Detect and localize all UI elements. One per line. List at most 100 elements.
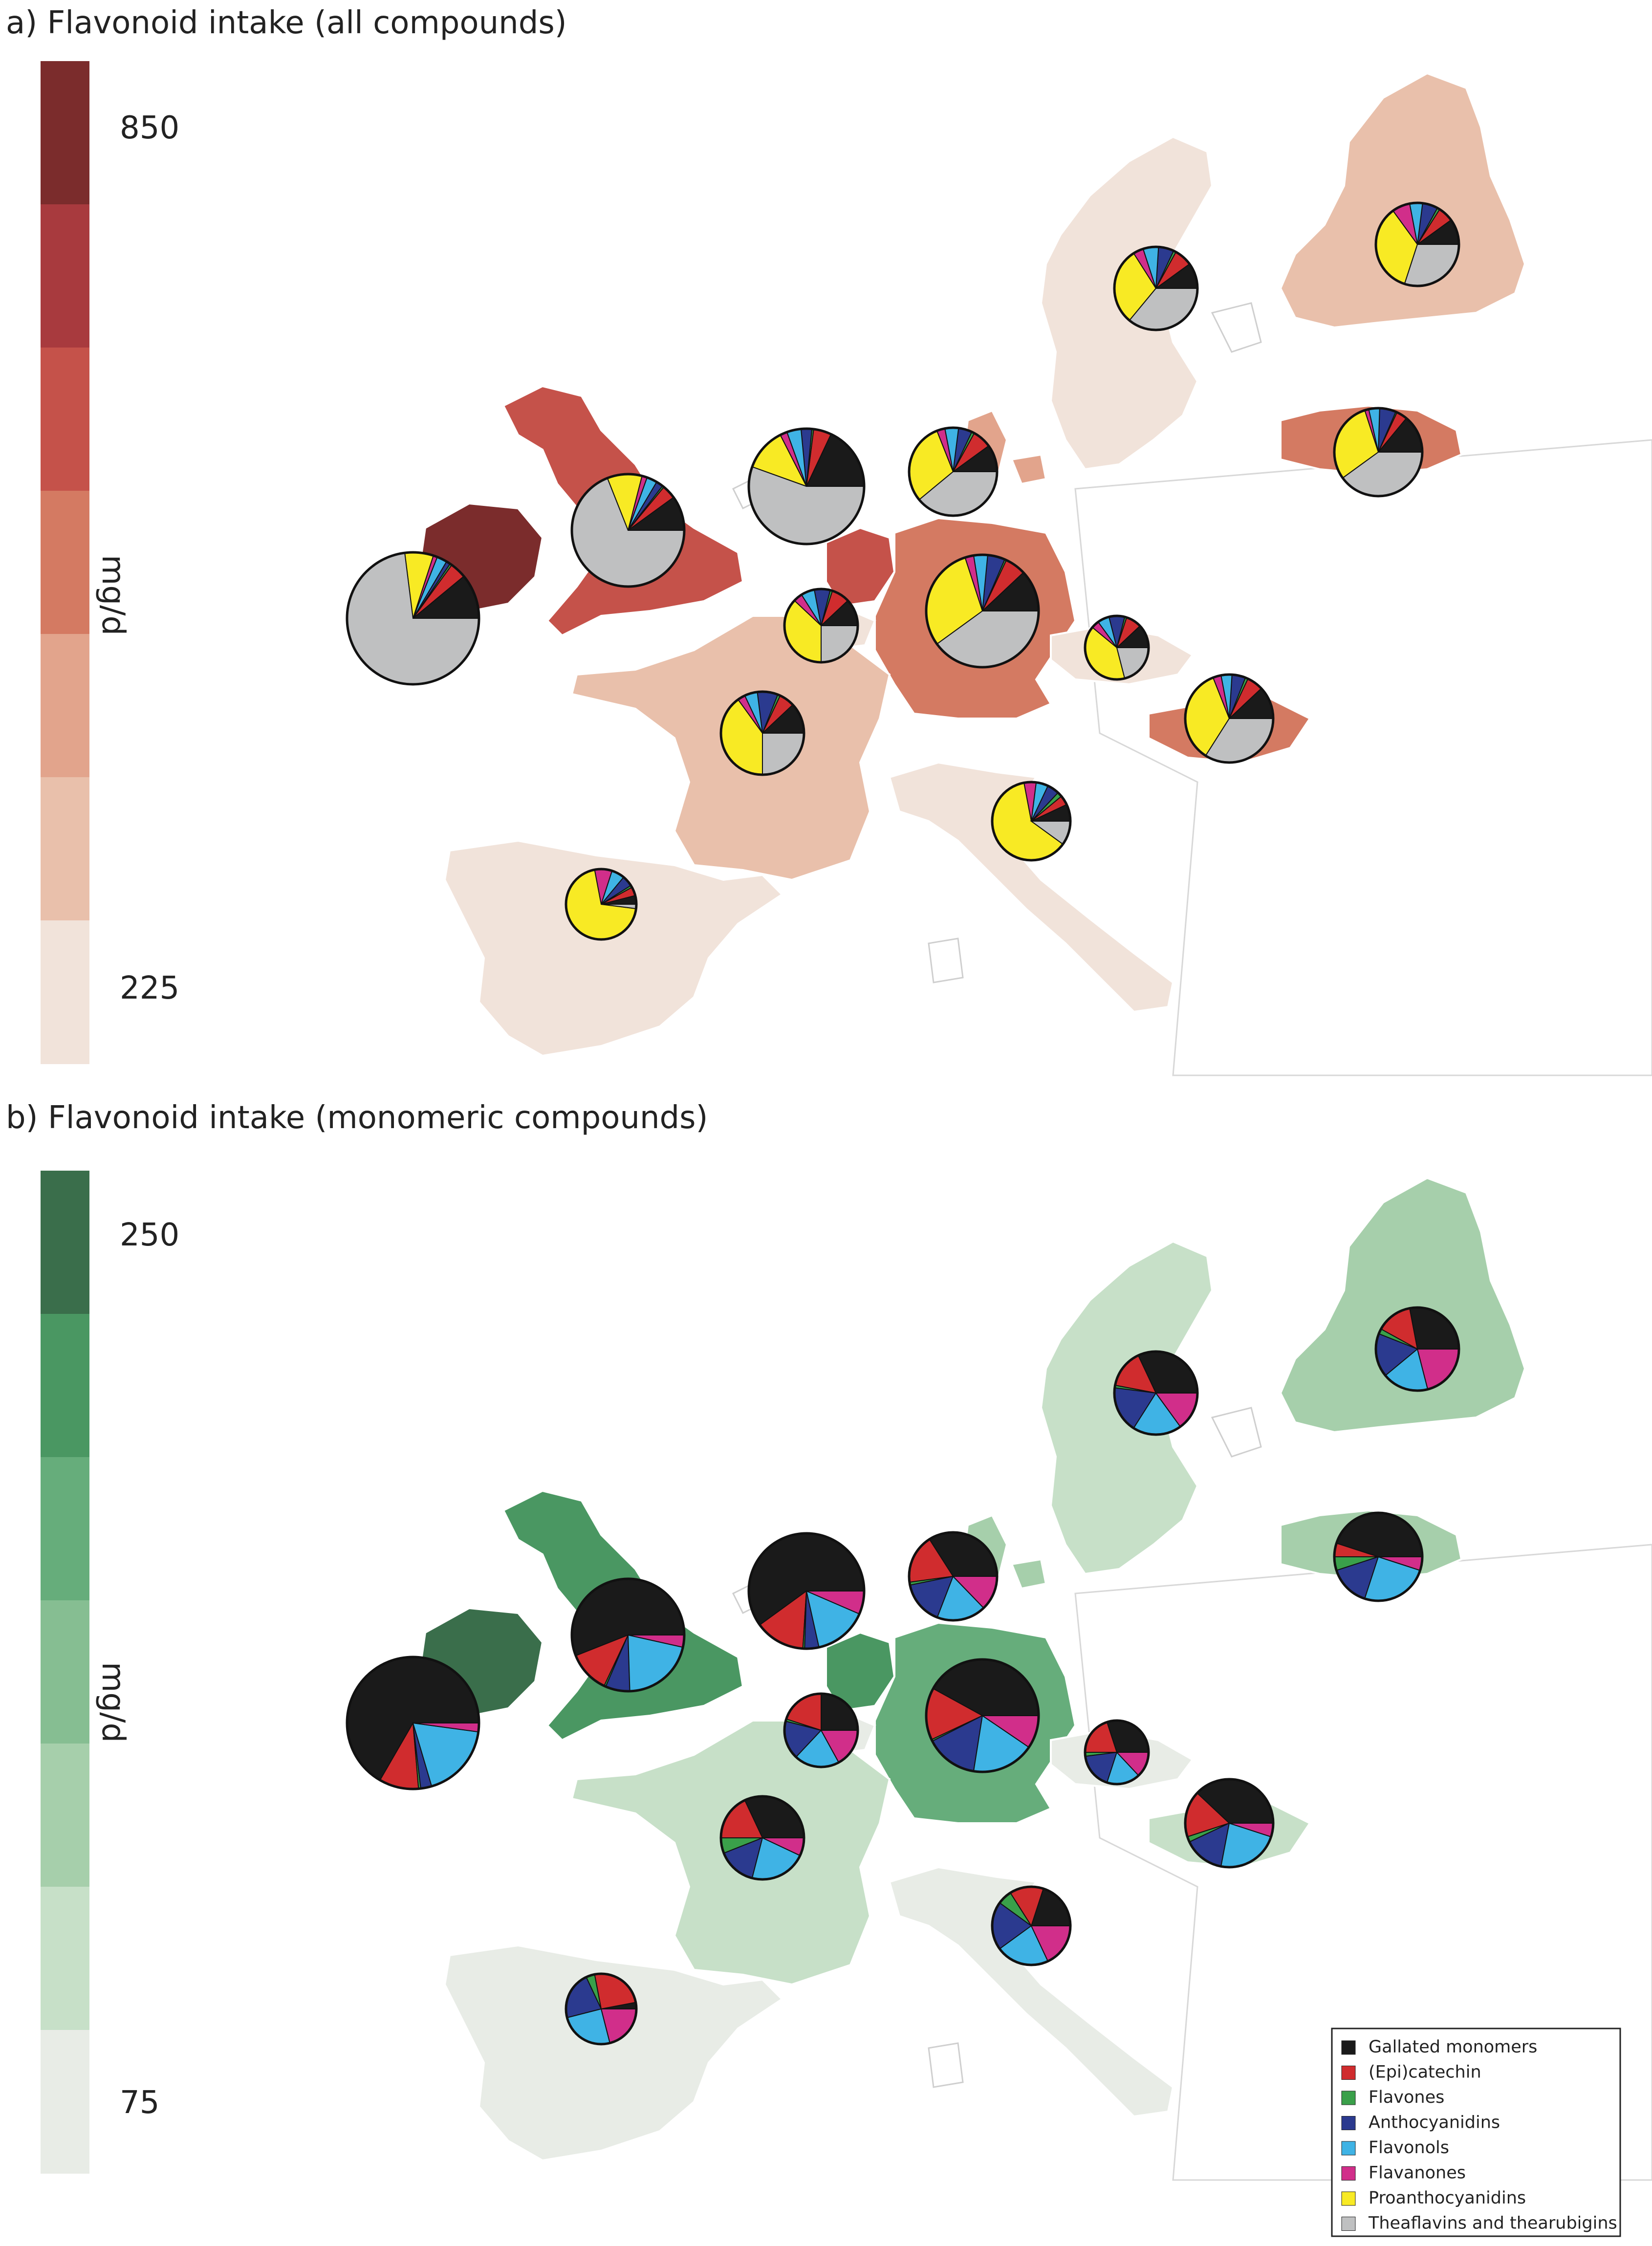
pie-outline	[783, 588, 859, 664]
panel-a-scale-step	[41, 61, 89, 205]
pie-outline	[570, 1577, 686, 1693]
pie-outline	[925, 1658, 1040, 1773]
panel-a-pies	[346, 201, 1460, 941]
panel-b-scale-step	[41, 1314, 89, 1458]
legend-label: Flavones	[1369, 2088, 1444, 2107]
panel-a-pie-france	[719, 690, 805, 776]
legend-label: Anthocyanidins	[1369, 2113, 1500, 2133]
panel-b-pie-germany	[925, 1658, 1040, 1773]
panel-b-background-land	[1074, 1544, 1652, 2181]
pie-outline	[1184, 1778, 1275, 1869]
panel-a-pie-latvia	[1333, 407, 1424, 498]
pie-outline	[908, 426, 999, 517]
panel-b-pie-czech-republic	[1084, 1719, 1150, 1786]
legend-item: Flavanones	[1341, 2163, 1466, 2183]
legend-label: Flavonols	[1369, 2138, 1449, 2158]
pie-outline	[565, 1972, 638, 2046]
panel-b-island-outline	[1211, 1407, 1262, 1458]
panel-a-pie-united-kingdom	[570, 473, 686, 588]
panel-b-scale-step	[41, 1744, 89, 1887]
panel-a-pie-spain	[565, 868, 638, 941]
panel-b-country-netherlands	[825, 1631, 896, 1712]
legend-swatch	[1341, 2141, 1356, 2156]
pie-outline	[1374, 201, 1460, 287]
panel-b-pie-sweden	[1113, 1350, 1199, 1436]
pie-outline	[991, 781, 1072, 862]
legend-item: (Epi)catechin	[1341, 2063, 1481, 2082]
pie-outline	[1113, 1350, 1199, 1436]
legend-item: Gallated monomers	[1341, 2037, 1537, 2057]
panel-a-scale-step	[41, 348, 89, 491]
legend-label: Proanthocyanidins	[1369, 2188, 1526, 2208]
pie-outline	[1374, 1306, 1460, 1392]
panel-b-pies	[346, 1306, 1460, 2046]
pie-outline	[719, 1795, 805, 1881]
pie-outline	[1333, 1511, 1424, 1602]
pie-outline	[565, 868, 638, 941]
panel-b-color-scale	[41, 1171, 89, 2174]
legend-box	[1331, 2028, 1621, 2237]
pie-outline	[1184, 673, 1275, 764]
pie-outline	[908, 1531, 999, 1622]
pie-outline	[1084, 614, 1150, 681]
panel-a-title: a) Flavonoid intake (all compounds)	[6, 5, 567, 41]
panel-b-pie-finland	[1374, 1306, 1460, 1392]
panel-b-country-finland	[1279, 1177, 1526, 1434]
panel-a-country-spain	[443, 839, 784, 1057]
legend-item: Theaflavins and thearubigins	[1341, 2214, 1617, 2233]
legend-swatch	[1341, 2116, 1356, 2130]
panel-a-scale-step	[41, 777, 89, 921]
panel-a-pie-italy	[991, 781, 1072, 862]
pie-outline	[747, 427, 866, 545]
panel-a-scale-step	[41, 920, 89, 1064]
panel-b-pie-united-kingdom	[570, 1577, 686, 1693]
legend-label: (Epi)catechin	[1369, 2063, 1481, 2082]
panel-b-scale-max-label: 250	[120, 1217, 180, 1253]
panel-a-country-netherlands	[825, 526, 896, 608]
panel-b-scale-min-label: 75	[120, 2085, 160, 2121]
legend-item: Proanthocyanidins	[1341, 2188, 1526, 2208]
pie-outline	[925, 553, 1040, 669]
panel-a-pie-denmark	[908, 426, 999, 517]
panel-b-pie-hungary	[1184, 1778, 1275, 1869]
panel-b-pie-netherlands	[747, 1532, 866, 1650]
panel-b-country-spain	[443, 1944, 784, 2162]
pie-outline	[991, 1885, 1072, 1966]
panel-a-pie-czech-republic	[1084, 614, 1150, 681]
panel-a-color-scale	[41, 61, 89, 1064]
legend: Gallated monomers (Epi)catechin Flavones An…	[1331, 2028, 1621, 2237]
pie-outline	[719, 690, 805, 776]
legend-item: Flavones	[1341, 2088, 1444, 2107]
panel-a-scale-step	[41, 491, 89, 634]
legend-item: Anthocyanidins	[1341, 2113, 1500, 2133]
legend-label: Gallated monomers	[1369, 2037, 1537, 2057]
panel-b-scale-step	[41, 1887, 89, 2030]
panel-b-pie-spain	[565, 1972, 638, 2046]
legend-swatch	[1341, 2091, 1356, 2105]
panel-b-pie-france	[719, 1795, 805, 1881]
panel-a-pie-ireland	[346, 551, 480, 686]
panel-a-scale-max-label: 850	[120, 110, 180, 146]
legend-label: Theaflavins and thearubigins	[1368, 2214, 1617, 2233]
panel-b-pie-belgium	[783, 1692, 859, 1768]
panel-b-pie-latvia	[1333, 1511, 1424, 1602]
panel-a-pie-netherlands	[747, 427, 866, 545]
panel-a-pie-sweden	[1113, 245, 1199, 331]
panel-a-background-land	[1074, 439, 1652, 1076]
panel-b-title: b) Flavonoid intake (monomeric compounds…	[6, 1100, 708, 1136]
panel-a-scale-min-label: 225	[120, 970, 180, 1006]
pie-outline	[1113, 245, 1199, 331]
legend-item: Flavonols	[1341, 2138, 1449, 2158]
panel-a-pie-germany	[925, 553, 1040, 669]
panel-a-pie-belgium	[783, 588, 859, 664]
panel-b-island-outline	[928, 2042, 964, 2088]
legend-swatch	[1341, 2166, 1356, 2181]
panel-a-pie-hungary	[1184, 673, 1275, 764]
panel-a-scale-step	[41, 204, 89, 348]
legend-swatch	[1341, 2217, 1356, 2231]
panel-b-scale-step	[41, 1457, 89, 1601]
legend-swatch	[1341, 2040, 1356, 2055]
legend-swatch	[1341, 2191, 1356, 2206]
pie-outline	[783, 1692, 859, 1768]
